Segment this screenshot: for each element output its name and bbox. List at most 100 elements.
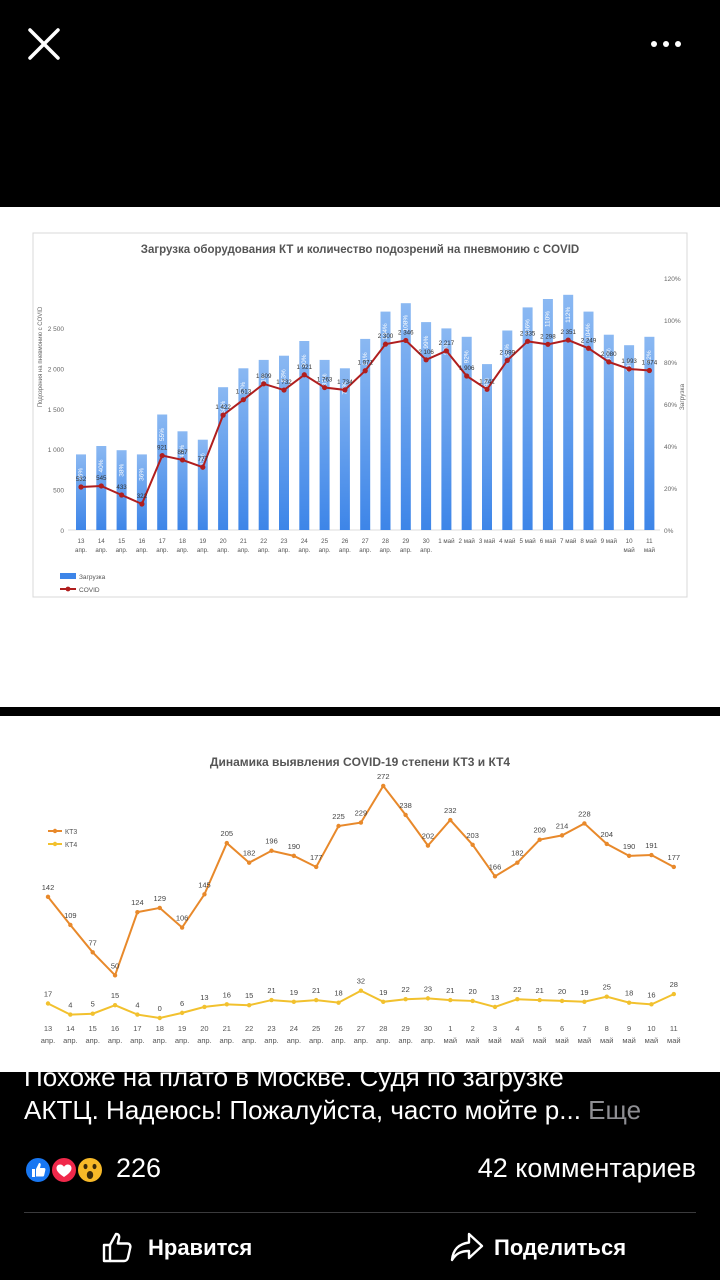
line-point [159, 452, 165, 459]
line-data-label: 19 [290, 988, 298, 997]
line-data-label: 6 [180, 999, 184, 1008]
bar [279, 355, 289, 530]
y2-tick-label: 0% [664, 528, 674, 535]
y-tick-label: 500 [53, 488, 64, 495]
line-point [45, 1001, 51, 1006]
love-reaction-icon [50, 1156, 78, 1184]
line-point [90, 1011, 95, 1016]
line-point [470, 998, 475, 1004]
x-tick-label: май [444, 1036, 458, 1045]
line-data-label: 177 [310, 853, 323, 862]
viewer-top-bar [0, 0, 720, 90]
bar-data-label: 88% [626, 358, 633, 371]
line-data-label: 2 351 [560, 329, 576, 336]
line-point [68, 922, 73, 928]
line-point [45, 894, 51, 900]
bar [360, 338, 371, 530]
x-tick-label: апр. [298, 547, 310, 554]
x-tick-label: 25 [312, 1024, 320, 1033]
legend-swatch-bar [60, 573, 76, 579]
x-tick-label: апр. [339, 547, 351, 554]
x-tick-label: май [555, 1036, 569, 1045]
bar-data-label: 38% [118, 463, 125, 476]
chart-legend: Загрузка COVID [60, 573, 106, 594]
x-tick-label: 30 [424, 1024, 432, 1033]
line-data-label: 921 [157, 445, 168, 452]
bar-data-label: 95% [504, 344, 511, 357]
line-point [425, 996, 431, 1001]
line-point [200, 464, 206, 470]
bar [461, 336, 472, 530]
line-point [269, 848, 274, 853]
line-point [470, 842, 475, 847]
line-data-label: 1 809 [256, 373, 272, 380]
line-data-label: 109 [64, 911, 77, 920]
x-tick-label: 3 [493, 1024, 497, 1033]
wow-reaction-icon [76, 1156, 104, 1184]
x-tick-label: май [645, 1036, 659, 1045]
x-tick-label: 21 [223, 1024, 231, 1033]
line-data-label: 77 [89, 938, 97, 947]
line-data-label: 13 [491, 993, 499, 1002]
x-tick-label: 19 [199, 538, 206, 545]
line-data-label: 17 [44, 989, 52, 998]
line-point [515, 860, 520, 865]
caption-line-2: АКТЦ. Надеюсь! Пожалуйста, часто мойте р… [24, 1095, 581, 1125]
line-data-label: 32 [357, 977, 365, 986]
line-data-label: 1 732 [276, 379, 292, 386]
line-data-label: 21 [312, 986, 320, 995]
x-tick-label: апр. [63, 1036, 78, 1045]
chart-photo-ct-load[interactable]: Загрузка оборудования КТ и количество по… [0, 207, 720, 707]
line-data-label: 214 [556, 821, 569, 830]
bar [421, 322, 432, 530]
x-tick-label: апр. [398, 1036, 413, 1045]
line-data-label: 177 [668, 853, 681, 862]
line-point [157, 1015, 162, 1021]
x-tick-label: 5 май [519, 538, 536, 545]
post-caption[interactable]: Похоже на плато в Москве. Судя по загруз… [24, 1061, 700, 1127]
line-data-label: 1 613 [236, 389, 252, 396]
line-point [336, 823, 341, 829]
line-point [504, 357, 510, 364]
line-point [179, 925, 185, 930]
share-button[interactable]: Поделиться [448, 1226, 648, 1270]
x-tick-label: 30 [423, 538, 430, 545]
x-tick-label: 28 [379, 1024, 387, 1033]
like-button[interactable]: Нравится [100, 1226, 270, 1270]
x-tick-label: апр. [287, 1036, 302, 1045]
see-more-link[interactable]: Еще [588, 1095, 642, 1125]
x-tick-label: 22 [245, 1024, 253, 1033]
chart-title: Загрузка оборудования КТ и количество по… [141, 244, 579, 256]
x-tick-label: 16 [111, 1024, 119, 1033]
x-tick-label: май [488, 1036, 502, 1045]
line-point [646, 367, 653, 374]
x-tick-label: апр. [237, 547, 249, 554]
bar [644, 336, 655, 530]
line-point [537, 837, 542, 842]
more-options-button[interactable] [646, 30, 690, 58]
close-button[interactable] [22, 22, 66, 66]
bar [238, 368, 249, 530]
chart-photo-kt-dynamics[interactable]: Динамика выявления COVID-19 степени КТ3 … [0, 716, 720, 1072]
line-point [423, 357, 429, 363]
line-point [112, 1003, 118, 1008]
x-tick-label: 1 май [438, 538, 455, 545]
comments-count[interactable]: 42 комментариев [477, 1153, 696, 1183]
reactions-summary[interactable] [24, 1154, 110, 1186]
line-point [246, 860, 252, 865]
x-tick-label: апр. [220, 1036, 235, 1045]
bar [563, 294, 574, 530]
line-data-label: 166 [489, 862, 502, 871]
reaction-count[interactable]: 226 [116, 1153, 162, 1183]
line-point [582, 821, 587, 826]
x-tick-label: 25 [321, 538, 328, 545]
line-point [261, 381, 267, 387]
like-label: Нравится [148, 1235, 253, 1260]
kt-dynamics-chart: Динамика выявления COVID-19 степени КТ3 … [41, 755, 681, 1045]
close-icon [28, 28, 60, 60]
line-data-label: 203 [466, 831, 479, 840]
x-tick-label: 15 [118, 538, 125, 545]
x-tick-label: 26 [334, 1024, 342, 1033]
x-tick-label: 16 [138, 538, 145, 545]
